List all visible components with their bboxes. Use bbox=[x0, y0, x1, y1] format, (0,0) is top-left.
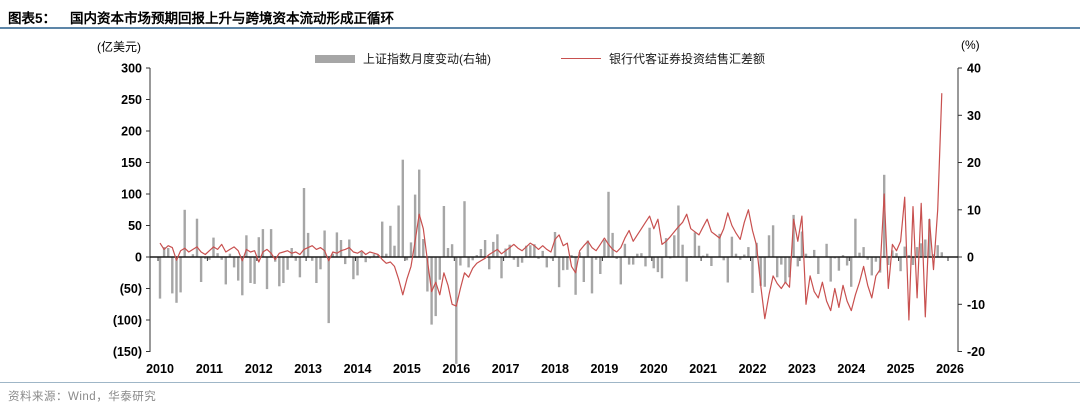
legend-label-sse: 上证指数月度变动(右轴) bbox=[362, 52, 491, 66]
svg-text:150: 150 bbox=[121, 156, 142, 170]
svg-text:2020: 2020 bbox=[640, 362, 668, 376]
title-divider-rule bbox=[0, 27, 1080, 29]
bar-series bbox=[158, 159, 943, 364]
svg-text:100: 100 bbox=[121, 188, 142, 202]
svg-text:10: 10 bbox=[967, 203, 981, 217]
svg-text:300: 300 bbox=[121, 62, 142, 76]
line-swatch-icon bbox=[560, 58, 601, 59]
svg-text:2024: 2024 bbox=[837, 362, 865, 376]
svg-text:0: 0 bbox=[135, 251, 142, 265]
svg-text:0: 0 bbox=[967, 251, 974, 265]
chart-title-row: 图表5： 国内资本市场预期回报上升与跨境资本流动形成正循环 bbox=[8, 7, 394, 27]
left-axis-unit: (亿美元) bbox=[97, 40, 141, 54]
svg-text:2019: 2019 bbox=[590, 362, 618, 376]
figure-number-label: 图表5： bbox=[8, 11, 57, 26]
svg-text:30: 30 bbox=[967, 109, 981, 123]
source-note: 资料来源：Wind，华泰研究 bbox=[0, 382, 1080, 411]
x-axis-year-labels: 2010 2011 2012 2013 2014 2015 2016 2017 2018 2019… bbox=[146, 362, 964, 376]
svg-text:(150): (150) bbox=[113, 345, 142, 359]
svg-text:200: 200 bbox=[121, 125, 142, 139]
svg-text:-20: -20 bbox=[967, 345, 985, 359]
svg-text:2017: 2017 bbox=[492, 362, 520, 376]
right-axis-unit: (%) bbox=[961, 38, 980, 52]
fx-line-series bbox=[159, 93, 943, 321]
bar-swatch-icon bbox=[314, 54, 355, 63]
legend-item-fx-line: 银行代客证券投资结售汇差额 bbox=[560, 50, 765, 67]
svg-text:2011: 2011 bbox=[196, 362, 223, 376]
svg-text:20: 20 bbox=[967, 156, 981, 170]
svg-text:-10: -10 bbox=[967, 298, 985, 312]
svg-text:2012: 2012 bbox=[245, 362, 273, 376]
svg-text:2026: 2026 bbox=[936, 362, 964, 376]
svg-text:2018: 2018 bbox=[541, 362, 569, 376]
svg-text:2015: 2015 bbox=[393, 362, 421, 376]
svg-text:50: 50 bbox=[128, 219, 142, 233]
chart-legend: 上证指数月度变动(右轴) 银行代客证券投资结售汇差额 bbox=[0, 50, 1080, 67]
chart-canvas: 300250200150100500(50)(100)(150)40302010… bbox=[113, 62, 985, 377]
chart-title: 国内资本市场预期回报上升与跨境资本流动形成正循环 bbox=[70, 11, 395, 26]
svg-text:2013: 2013 bbox=[294, 362, 322, 376]
svg-text:40: 40 bbox=[967, 62, 981, 76]
svg-text:2025: 2025 bbox=[887, 362, 915, 376]
svg-text:250: 250 bbox=[121, 93, 142, 107]
svg-text:2010: 2010 bbox=[146, 362, 174, 376]
legend-label-fx: 银行代客证券投资结售汇差额 bbox=[608, 52, 765, 66]
svg-text:2023: 2023 bbox=[788, 362, 816, 376]
left-axis-labels: 300 250 200 150 100 50 0 (50) (100) (150) bbox=[113, 62, 142, 360]
chart-area: 300 250 200 150 100 50 0 (50) (100) (150) 40 30 20 10… bbox=[0, 35, 1080, 380]
svg-text:2016: 2016 bbox=[442, 362, 470, 376]
svg-text:2021: 2021 bbox=[689, 362, 717, 376]
svg-text:(100): (100) bbox=[113, 314, 142, 328]
svg-text:2022: 2022 bbox=[739, 362, 767, 376]
right-axis-labels: 40 30 20 10 0 -10 -20 bbox=[967, 62, 985, 360]
svg-text:2014: 2014 bbox=[344, 362, 372, 376]
axes bbox=[146, 67, 962, 352]
legend-item-sse-bars: 上证指数月度变动(右轴) bbox=[314, 50, 491, 67]
svg-text:(50): (50) bbox=[120, 282, 142, 296]
